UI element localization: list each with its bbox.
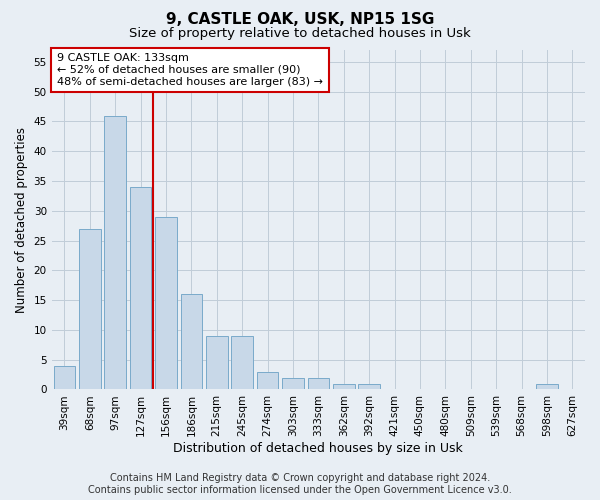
Bar bbox=[257, 372, 278, 390]
Text: 9 CASTLE OAK: 133sqm
← 52% of detached houses are smaller (90)
48% of semi-detac: 9 CASTLE OAK: 133sqm ← 52% of detached h… bbox=[57, 54, 323, 86]
Bar bbox=[206, 336, 227, 390]
Bar bbox=[536, 384, 557, 390]
Bar bbox=[104, 116, 126, 390]
Bar bbox=[282, 378, 304, 390]
Bar bbox=[155, 217, 177, 390]
X-axis label: Distribution of detached houses by size in Usk: Distribution of detached houses by size … bbox=[173, 442, 463, 455]
Text: Contains HM Land Registry data © Crown copyright and database right 2024.
Contai: Contains HM Land Registry data © Crown c… bbox=[88, 474, 512, 495]
Y-axis label: Number of detached properties: Number of detached properties bbox=[15, 126, 28, 312]
Bar bbox=[181, 294, 202, 390]
Bar bbox=[232, 336, 253, 390]
Bar bbox=[333, 384, 355, 390]
Bar bbox=[53, 366, 75, 390]
Bar bbox=[130, 187, 151, 390]
Bar bbox=[308, 378, 329, 390]
Text: 9, CASTLE OAK, USK, NP15 1SG: 9, CASTLE OAK, USK, NP15 1SG bbox=[166, 12, 434, 28]
Bar bbox=[79, 228, 101, 390]
Bar bbox=[358, 384, 380, 390]
Text: Size of property relative to detached houses in Usk: Size of property relative to detached ho… bbox=[129, 28, 471, 40]
